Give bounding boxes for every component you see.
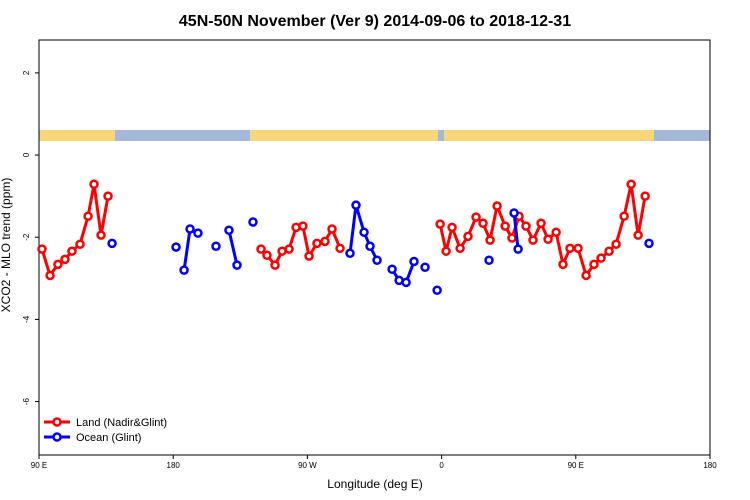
y-tick-label: 2: [22, 70, 31, 75]
data-point: [565, 243, 575, 254]
data-point: [312, 238, 322, 249]
data-point: [484, 255, 494, 265]
data-point: [248, 217, 258, 227]
data-point: [304, 251, 314, 261]
data-point: [589, 259, 599, 270]
x-tick-label: 180: [167, 461, 181, 470]
data-point: [507, 233, 517, 243]
y-tick-label: 0: [22, 152, 31, 157]
data-point: [107, 238, 117, 249]
data-point: [351, 200, 361, 210]
data-point: [513, 244, 523, 254]
data-point: [37, 244, 47, 254]
data-point: [320, 236, 330, 247]
data-point: [83, 211, 93, 222]
data-point: [89, 179, 99, 189]
data-point: [185, 224, 195, 234]
data-point: [543, 234, 553, 245]
data-point: [53, 259, 63, 270]
data-point: [372, 255, 382, 265]
data-point: [573, 243, 583, 254]
legend-marker: [52, 432, 62, 442]
legend-label: Ocean (Glint): [76, 432, 141, 444]
data-point: [262, 250, 272, 261]
data-point: [75, 239, 85, 249]
data-point: [604, 246, 614, 256]
data-point: [463, 231, 473, 242]
legend-label: Land (Nadir&Glint): [76, 417, 167, 429]
data-point: [558, 259, 568, 270]
data-point: [232, 260, 242, 270]
data-point: [509, 208, 519, 218]
data-point: [551, 227, 561, 238]
data-point: [596, 253, 606, 263]
data-point: [644, 238, 654, 249]
data-point: [619, 211, 629, 222]
data-point: [492, 201, 502, 211]
data-point: [284, 244, 294, 254]
data-point: [45, 270, 55, 281]
y-axis-label: XCO2 - MLO trend (ppm): [0, 178, 13, 313]
data-point: [478, 218, 488, 229]
data-point: [626, 179, 636, 189]
data-point: [401, 277, 411, 288]
data-point: [633, 230, 643, 240]
y-tick-label: -4: [22, 315, 31, 323]
data-point: [528, 235, 538, 245]
data-point: [536, 218, 546, 229]
data-point: [447, 222, 457, 233]
data-point: [179, 265, 189, 275]
data-point: [345, 248, 355, 259]
data-point: [409, 256, 419, 267]
land-mask-strip: [39, 130, 710, 141]
data-point: [500, 221, 510, 231]
data-point: [521, 221, 531, 231]
x-tick-label: 90 E: [31, 461, 47, 470]
chart-title: 45N-50N November (Ver 9) 2014-09-06 to 2…: [179, 13, 571, 30]
x-tick-label: 0: [439, 461, 444, 470]
data-point: [171, 242, 181, 252]
data-point: [485, 235, 495, 245]
data-point: [611, 239, 621, 249]
data-point: [387, 264, 397, 275]
data-point: [96, 230, 106, 240]
data-point: [365, 241, 375, 252]
data-point: [67, 246, 77, 256]
data-point: [420, 262, 430, 272]
data-point: [327, 224, 337, 234]
data-point: [298, 221, 308, 231]
x-tick-label: 90 E: [568, 461, 584, 470]
data-point: [471, 212, 481, 222]
data-point: [256, 244, 266, 254]
data-point: [335, 243, 345, 254]
x-axis-label: Longitude (deg E): [327, 477, 422, 491]
legend-marker: [52, 417, 62, 427]
data-point: [441, 246, 451, 256]
data-point: [224, 225, 234, 235]
data-point: [211, 241, 221, 252]
data-point: [359, 227, 369, 238]
data-point: [581, 270, 591, 281]
y-tick-label: -2: [22, 233, 31, 241]
data-point: [60, 254, 70, 265]
x-tick-label: 90 W: [298, 461, 317, 470]
data-point: [455, 243, 465, 254]
data-point: [432, 285, 442, 295]
y-tick-label: -6: [22, 397, 31, 405]
data-point: [193, 228, 203, 238]
data-point: [640, 191, 650, 201]
data-point: [103, 191, 113, 201]
x-tick-label: 180: [703, 461, 717, 470]
data-point: [270, 260, 280, 270]
data-point: [435, 219, 445, 229]
